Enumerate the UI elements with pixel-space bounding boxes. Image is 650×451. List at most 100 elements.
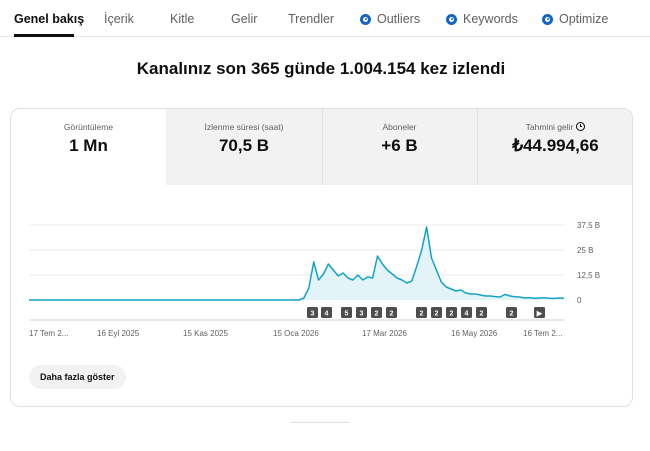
x-tick-label: 16 Eyl 2025 xyxy=(97,329,140,338)
annotation-label: 3 xyxy=(311,311,315,318)
metric-label-text: Tahmini gelir xyxy=(525,122,574,132)
annotation-label: 4 xyxy=(465,311,469,318)
y-tick-label: 37,5 B xyxy=(577,221,600,230)
annotation-marker: 2 xyxy=(506,307,517,318)
tab-content[interactable]: İçerik xyxy=(104,12,134,26)
tab-outliers[interactable]: Outliers xyxy=(360,12,420,26)
annotation-marker: 2 xyxy=(416,307,427,318)
annotation-box xyxy=(446,307,457,318)
annotation-box xyxy=(356,307,367,318)
x-axis-labels: 17 Tem 2... 16 Eyl 2025 15 Kas 2025 15 Oca … xyxy=(29,329,562,338)
annotation-label: 2 xyxy=(420,311,424,318)
views-chart: 0 12,5 B 25 B 37,5 B 3 4 5 3 2 2 2 2 2 4 2 2 ▶ 17 Tem 2… xyxy=(29,221,600,338)
annotation-label: 5 xyxy=(345,311,349,318)
tab-revenue[interactable]: Gelir xyxy=(231,12,257,26)
metric-revenue[interactable]: Tahmini gelir ₺44.994,66 xyxy=(477,109,632,185)
annotation-label: 2 xyxy=(480,311,484,318)
tab-label: Outliers xyxy=(377,12,421,26)
metric-subscribers[interactable]: Aboneler +6 B xyxy=(322,109,477,185)
tab-label: Optimize xyxy=(559,12,609,26)
active-tab-indicator xyxy=(14,34,74,37)
y-tick-label: 0 xyxy=(577,296,582,305)
annotation-marker: 5 xyxy=(341,307,352,318)
annotation-box xyxy=(321,307,332,318)
x-tick-label: 16 May 2026 xyxy=(451,329,498,338)
metric-label: İzlenme süresi (saat) xyxy=(204,122,284,132)
tab-label: Gelir xyxy=(231,12,258,26)
show-more-button[interactable]: Daha fazla göster xyxy=(29,365,126,389)
annotation-box xyxy=(371,307,382,318)
chart-grid xyxy=(29,224,564,321)
tab-audience[interactable]: Kitle xyxy=(170,12,194,26)
annotation-box xyxy=(431,307,442,318)
annotation-marker: 2 xyxy=(431,307,442,318)
y-axis-labels: 0 12,5 B 25 B 37,5 B xyxy=(577,221,600,305)
series-line xyxy=(29,226,565,301)
annotation-marker: 3 xyxy=(356,307,367,318)
metric-value: +6 B xyxy=(381,136,418,155)
annotation-box xyxy=(461,307,472,318)
annotation-box xyxy=(416,307,427,318)
annotation-label: 2 xyxy=(450,311,454,318)
annotation-box xyxy=(534,307,545,318)
tab-bar: Genel bakış İçerik Kitle Gelir Trendler … xyxy=(0,0,650,37)
chart-area xyxy=(29,226,565,301)
metric-value: 70,5 B xyxy=(218,136,270,155)
y-tick-label: 12,5 B xyxy=(577,271,600,280)
x-tick-label: 16 Tem 2... xyxy=(523,329,562,338)
page-headline: Kanalınız son 365 günde 1.004.154 kez iz… xyxy=(136,59,506,78)
annotation-marker: 2 xyxy=(446,307,457,318)
extension-icon xyxy=(446,13,457,25)
annotation-label: 4 xyxy=(325,311,329,318)
tab-keywords[interactable]: Keywords xyxy=(446,12,518,26)
metric-label: Görüntüleme xyxy=(63,122,114,132)
analytics-card: Görüntüleme 1 Mn İzlenme süresi (saat) 7… xyxy=(10,108,633,407)
annotation-box xyxy=(386,307,397,318)
x-tick-label: 15 Kas 2025 xyxy=(183,329,228,338)
chart-annotations: 3 4 5 3 2 2 2 2 2 4 2 2 ▶ xyxy=(307,307,545,318)
annotation-marker: 3 xyxy=(307,307,318,318)
metric-value: 1 Mn xyxy=(69,136,108,155)
y-tick-label: 25 B xyxy=(577,246,593,255)
annotation-marker: 2 xyxy=(371,307,382,318)
annotation-box xyxy=(476,307,487,318)
extension-icon xyxy=(542,13,553,25)
extension-icon xyxy=(360,13,371,25)
tab-label: Kitle xyxy=(170,12,195,26)
metric-value: ₺44.994,66 xyxy=(512,136,599,155)
clock-icon xyxy=(576,122,586,131)
tab-label: Keywords xyxy=(463,12,518,26)
x-tick-label: 15 Oca 2026 xyxy=(273,329,319,338)
divider xyxy=(322,109,323,185)
area-fill xyxy=(29,227,564,300)
metric-views[interactable]: Görüntüleme 1 Mn xyxy=(11,109,166,185)
annotation-box xyxy=(506,307,517,318)
metric-watch-time[interactable]: İzlenme süresi (saat) 70,5 B xyxy=(166,109,322,185)
divider xyxy=(290,422,350,423)
metric-label: Tahmini gelir xyxy=(477,122,632,132)
metric-label: Aboneler xyxy=(382,122,417,132)
annotation-marker: 2 xyxy=(476,307,487,318)
annotation-label: 2 xyxy=(390,311,394,318)
tab-optimize[interactable]: Optimize xyxy=(542,12,608,26)
annotation-label: 2 xyxy=(375,311,379,318)
annotation-marker: 4 xyxy=(461,307,472,318)
annotation-marker: ▶ xyxy=(534,307,545,318)
tab-trends[interactable]: Trendler xyxy=(288,12,334,26)
annotation-label: 3 xyxy=(360,311,364,318)
annotation-box xyxy=(341,307,352,318)
tab-label: Genel bakış xyxy=(14,12,85,26)
annotation-label: 2 xyxy=(435,311,439,318)
divider xyxy=(477,109,478,185)
annotation-box xyxy=(307,307,318,318)
annotation-label: 2 xyxy=(510,311,514,318)
x-tick-label: 17 Tem 2... xyxy=(29,329,68,338)
x-tick-label: 17 Mar 2026 xyxy=(362,329,407,338)
tab-label: İçerik xyxy=(104,12,134,26)
annotation-marker: 2 xyxy=(386,307,397,318)
metric-tabs: Görüntüleme 1 Mn İzlenme süresi (saat) 7… xyxy=(11,109,632,185)
tab-overview[interactable]: Genel bakış xyxy=(14,12,84,26)
annotation-label: ▶ xyxy=(536,311,543,318)
tab-label: Trendler xyxy=(288,12,335,26)
annotation-marker: 4 xyxy=(321,307,332,318)
